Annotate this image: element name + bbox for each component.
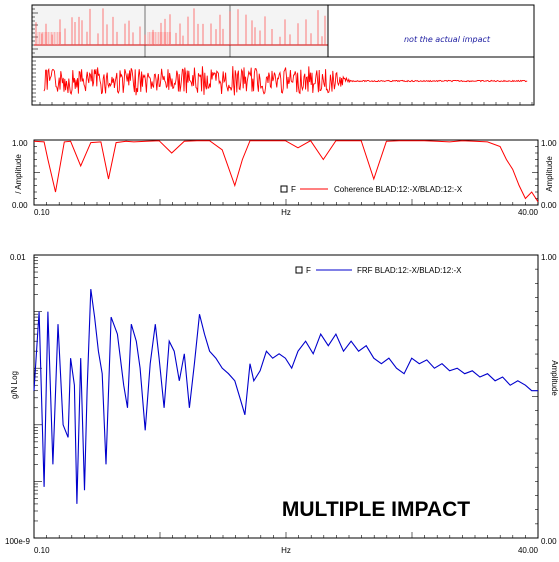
response-signal-line — [43, 66, 528, 96]
frf-panel: 0.01 100e-9 1.00 0.00 g/N Log Amplitude … — [5, 253, 559, 555]
coherence-right-ytick-top: 1.00 — [541, 139, 557, 148]
impulse-tick-marks — [32, 8, 38, 54]
multiple-impact-label: MULTIPLE IMPACT — [282, 498, 470, 521]
coherence-legend: F Coherence BLAD:12:-X/BLAD:12:-X — [280, 185, 463, 194]
coherence-series-line — [33, 140, 539, 203]
frf-plot-area — [33, 254, 539, 539]
frf-xtick-right: 40.00 — [518, 546, 539, 555]
coherence-plot-area — [33, 139, 539, 206]
coherence-xtick-right: 40.00 — [518, 208, 539, 217]
frf-series-line — [33, 289, 538, 504]
coherence-legend-label: Coherence BLAD:12:-X/BLAD:12:-X — [334, 185, 463, 194]
frf-legend-label: FRF BLAD:12:-X/BLAD:12:-X — [357, 266, 462, 275]
frf-legend-marker — [295, 266, 303, 274]
coherence-right-ylabel: Amplitude — [545, 156, 554, 192]
frf-ytick-top: 0.01 — [10, 253, 26, 262]
frf-xtick-left: 0.10 — [34, 546, 50, 555]
impulse-panel: not the actual impact — [31, 4, 535, 58]
coherence-xtick-left: 0.10 — [34, 208, 50, 217]
coherence-ylabel: / Amplitude — [14, 154, 23, 194]
coherence-ytick-top: 1.00 — [12, 139, 28, 148]
note-box — [327, 4, 535, 58]
frf-legend-marker-label: F — [306, 266, 311, 275]
coherence-xlabel: Hz — [281, 208, 291, 217]
coherence-legend-marker — [280, 185, 288, 193]
coherence-right-ytick-bottom: 0.00 — [541, 201, 557, 210]
response-panel — [31, 56, 535, 106]
coherence-ytick-bottom: 0.00 — [12, 201, 28, 210]
coherence-panel: 1.00 0.00 1.00 0.00 / Amplitude Amplitud… — [12, 139, 557, 217]
frf-ylabel: g/N Log — [10, 371, 19, 399]
impulse-spikes — [35, 8, 326, 45]
frf-tick-marks — [33, 254, 539, 539]
frf-ytick-bottom: 100e-9 — [5, 537, 30, 546]
frf-right-ylabel: Amplitude — [550, 360, 559, 396]
coherence-legend-marker-label: F — [291, 185, 296, 194]
response-tick-marks — [32, 60, 533, 105]
coherence-tick-marks — [33, 139, 539, 206]
top-note: not the actual impact — [404, 35, 491, 44]
frf-right-ytick-top: 1.00 — [541, 253, 557, 262]
frf-right-ytick-bottom: 0.00 — [541, 537, 557, 546]
frf-legend: F FRF BLAD:12:-X/BLAD:12:-X — [295, 266, 462, 275]
frf-xlabel: Hz — [281, 546, 291, 555]
